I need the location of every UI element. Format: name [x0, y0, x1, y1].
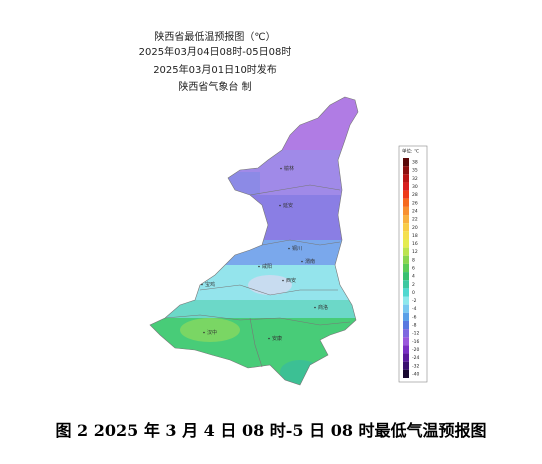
- legend-swatch: [403, 247, 409, 256]
- city-dot: [258, 265, 260, 268]
- legend-swatch: [403, 353, 409, 362]
- legend-swatch: [403, 206, 409, 216]
- city-dot: [301, 260, 303, 263]
- city-label: 商洛: [318, 304, 328, 311]
- legend-swatch: [403, 190, 409, 199]
- city-dot: [288, 247, 290, 250]
- legend-swatch: [403, 329, 409, 338]
- legend-swatch: [403, 345, 409, 354]
- city-label: 榆林: [284, 165, 294, 172]
- legend-label: 18: [412, 233, 418, 239]
- legend-label: 30: [412, 184, 418, 190]
- legend-label: -40: [412, 371, 419, 377]
- legend-swatch: [403, 296, 409, 305]
- city-label: 汉中: [207, 329, 217, 336]
- legend-swatch: [403, 288, 409, 297]
- city-dot: [282, 279, 284, 282]
- legend-swatch: [403, 239, 409, 248]
- city-dot: [279, 204, 281, 207]
- legend-label: 2: [412, 282, 415, 288]
- legend-label: -20: [412, 347, 419, 353]
- city-label: 安康: [272, 335, 282, 342]
- legend-label: 8: [412, 257, 415, 263]
- city-label: 延安: [283, 202, 293, 209]
- boundaries: [149, 96, 359, 386]
- legend-label: 6: [412, 266, 415, 272]
- legend-label: -2: [412, 298, 417, 304]
- issued: 2025年03月01日10时发布: [153, 63, 277, 76]
- legend-label: 28: [412, 192, 418, 198]
- legend-swatch: [403, 369, 409, 378]
- legend-swatch: [403, 215, 409, 224]
- legend-swatch: [403, 361, 409, 370]
- city-label: 铜川: [292, 245, 302, 252]
- legend-label: 38: [412, 160, 418, 166]
- city-label: 宝鸡: [205, 281, 215, 288]
- legend-label: 16: [412, 241, 418, 247]
- legend-label: -32: [412, 363, 419, 369]
- map-title: 陕西省最低温预报图（℃）: [154, 30, 275, 43]
- legend-label: 4: [412, 274, 415, 280]
- legend-label: -6: [412, 314, 417, 320]
- legend-label: 22: [412, 217, 418, 223]
- legend-swatch: [403, 263, 409, 273]
- agency: 陕西省气象台 制: [178, 80, 251, 93]
- legend-title: 单位: ℃: [402, 148, 419, 155]
- legend-label: -8: [412, 323, 417, 329]
- legend-swatch: [403, 304, 409, 313]
- legend-label: -24: [412, 355, 419, 361]
- legend-swatch: [403, 255, 409, 264]
- city-dot: [203, 331, 205, 334]
- legend-label: 32: [412, 176, 418, 182]
- legend-swatch: [403, 272, 409, 281]
- legend-swatch: [403, 223, 409, 232]
- legend-swatch: [403, 182, 409, 191]
- legend-label: -4: [412, 306, 417, 312]
- legend-swatch: [403, 280, 409, 289]
- legend-label: 26: [412, 200, 418, 206]
- legend-swatch: [403, 320, 409, 330]
- legend-swatch: [403, 158, 409, 167]
- legend-swatch: [403, 166, 409, 175]
- temperature-field: [150, 97, 358, 385]
- city-dot: [201, 283, 203, 286]
- legend-label: 24: [412, 208, 418, 214]
- city-dot: [314, 306, 316, 309]
- legend-label: -16: [412, 339, 419, 345]
- period: 2025年03月04日08时-05日08时: [139, 45, 292, 58]
- city-dot: [268, 337, 270, 340]
- legend-swatch: [403, 231, 409, 240]
- city-dot: [280, 167, 282, 170]
- legend-swatch: [403, 312, 409, 321]
- legend-label: 0: [412, 290, 415, 296]
- legend-swatch: [403, 174, 409, 183]
- legend-label: 20: [412, 225, 418, 231]
- legend-label: 12: [412, 249, 418, 255]
- legend-swatch: [403, 198, 409, 207]
- legend-label: -12: [412, 331, 419, 337]
- city-label: 咸阳: [262, 263, 272, 270]
- legend-swatch: [403, 337, 409, 346]
- legend-label: 35: [412, 168, 418, 174]
- caption: 图 2 2025 年 3 月 4 日 08 时-5 日 08 时最低气温预报图: [55, 421, 486, 440]
- city-label: 西安: [286, 277, 296, 284]
- city-label: 渭南: [305, 258, 315, 265]
